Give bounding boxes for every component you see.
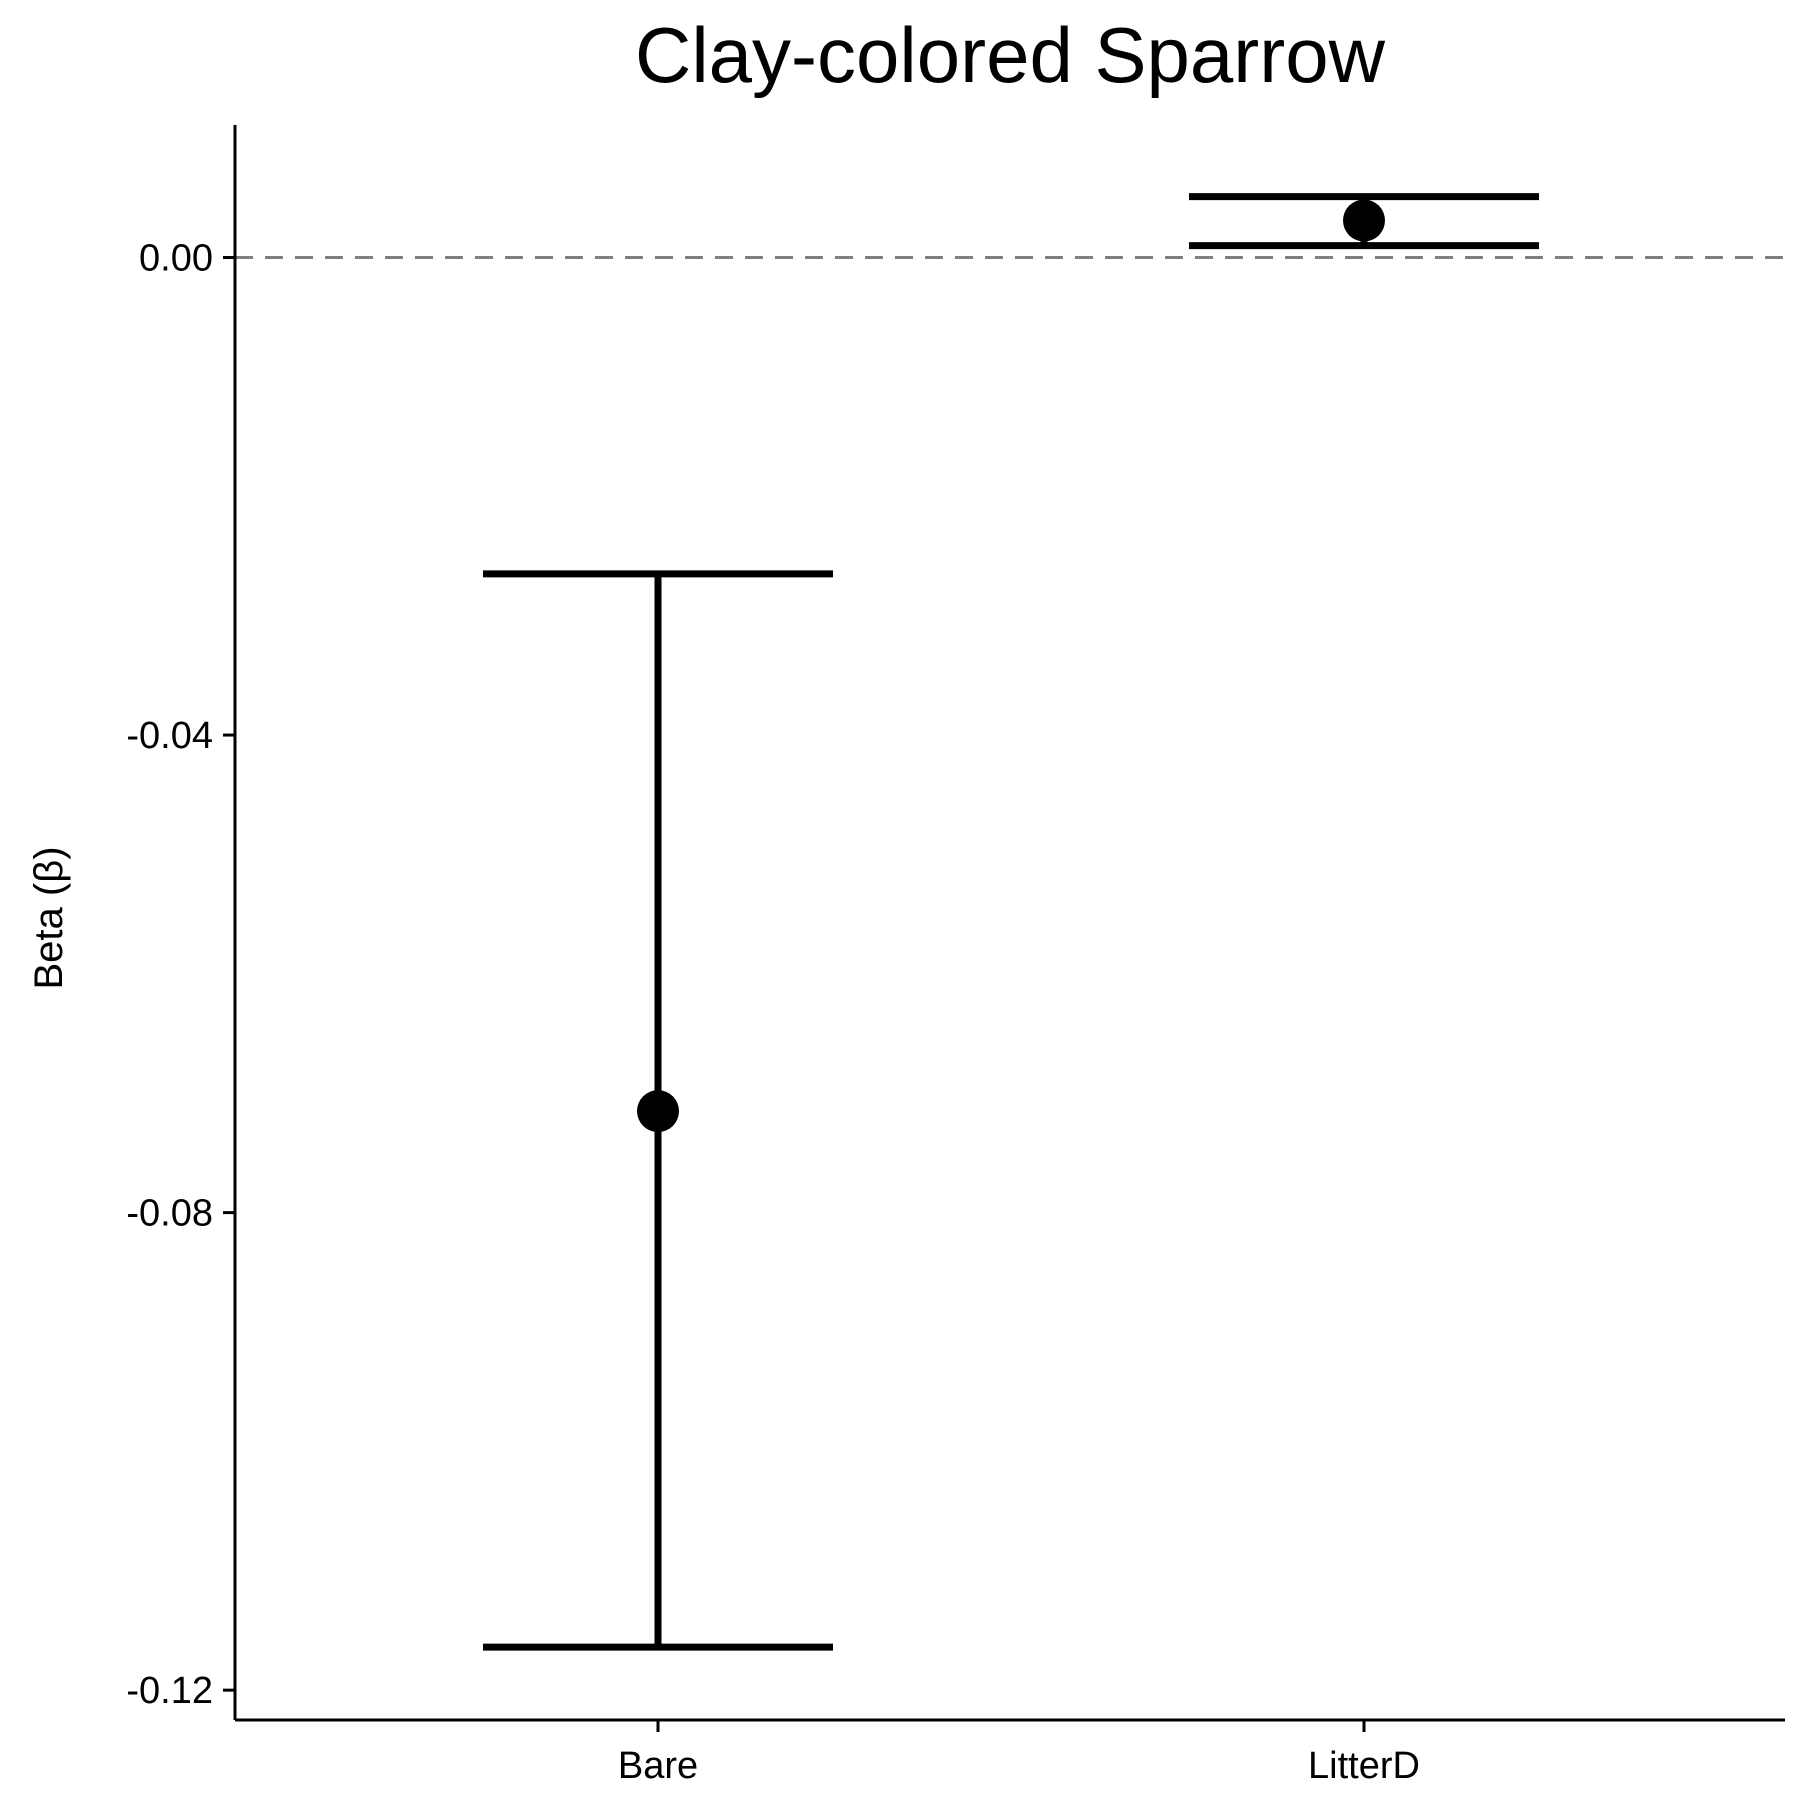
- x-tick-label: Bare: [618, 1745, 698, 1787]
- marks-layer: 0.00 -0.04 -0.08 -0.12 Bare LitterD: [126, 125, 1785, 1787]
- y-tick-label: -0.04: [126, 715, 213, 757]
- y-tick-label: -0.12: [126, 1670, 213, 1712]
- y-axis-label: Beta (β): [27, 846, 71, 989]
- point-litterd: [1343, 199, 1385, 242]
- y-tick-label: -0.08: [126, 1193, 213, 1235]
- point-bare: [637, 1090, 679, 1133]
- y-tick-label: 0.00: [139, 238, 213, 280]
- chart-title: Clay-colored Sparrow: [635, 11, 1386, 99]
- x-tick-label: LitterD: [1308, 1745, 1420, 1787]
